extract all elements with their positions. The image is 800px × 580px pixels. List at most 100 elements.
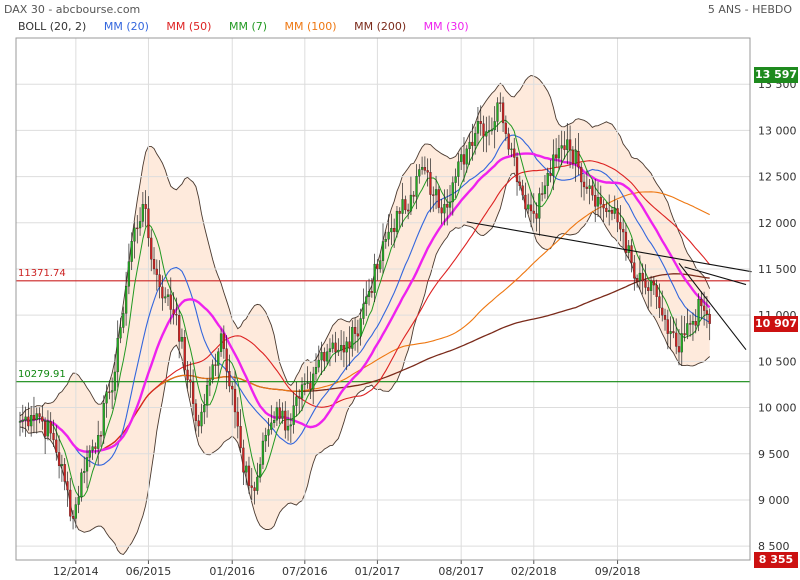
candle-body [83, 471, 86, 473]
candle-body [418, 169, 421, 177]
candle-body [222, 333, 225, 349]
badge-high-value: 13 597 [754, 67, 798, 84]
candle-body [136, 227, 139, 230]
candle-body [658, 296, 661, 309]
candle-body [331, 342, 334, 349]
candle-body [630, 245, 633, 263]
candle-body [702, 305, 706, 311]
candle-body [543, 185, 547, 195]
candle-body [501, 102, 505, 124]
candle-body [507, 133, 510, 150]
candle-body [443, 204, 446, 214]
y-tick-label: 11 500 [758, 263, 797, 276]
candle-body [88, 450, 91, 458]
candle-body [672, 331, 675, 334]
candle-body [323, 351, 326, 362]
moving-averages [19, 119, 711, 498]
candle-body [113, 371, 117, 391]
badge-low-value: 8 355 [754, 551, 798, 568]
candle-body [390, 227, 393, 233]
candle-body [541, 193, 544, 195]
candle-body [186, 369, 189, 380]
candle-body [504, 122, 507, 134]
candle-body [641, 272, 644, 282]
candle-body [407, 209, 410, 212]
candle-body [376, 263, 379, 270]
candle-body [57, 452, 61, 467]
candle-body [183, 337, 186, 371]
candle-body [510, 148, 513, 151]
candle-body [144, 204, 147, 209]
candle-body [211, 364, 214, 380]
candle-body [44, 421, 47, 437]
x-tick-label: 08/2017 [438, 565, 484, 578]
x-tick-label: 01/2017 [355, 565, 401, 578]
candle-body [605, 207, 608, 213]
candle-body [482, 123, 485, 137]
candle-body [686, 323, 689, 336]
candle-body [35, 413, 38, 421]
x-tick-label: 06/2015 [126, 565, 172, 578]
candle-body [298, 396, 301, 399]
candle-body [122, 313, 125, 328]
candle-body [560, 145, 563, 149]
candle-body [708, 314, 711, 324]
candle-body [317, 359, 320, 368]
candle-body [242, 447, 245, 473]
candle-body [496, 102, 499, 122]
candle-body [150, 237, 153, 260]
candle-body [203, 405, 206, 413]
grid [16, 38, 750, 560]
candle-body [130, 241, 133, 262]
candle-body [675, 332, 678, 347]
candle-body [454, 176, 457, 183]
candle-body [219, 333, 223, 352]
candle-body [415, 176, 418, 197]
candle-body [169, 294, 172, 310]
candles [18, 92, 711, 530]
candle-body [401, 199, 404, 214]
candle-body [326, 351, 329, 362]
candle-body [552, 154, 555, 177]
candle-body [471, 141, 474, 146]
candle-body [99, 435, 103, 437]
candle-body [161, 286, 164, 299]
candle-body [272, 420, 276, 424]
candle-body [208, 379, 212, 386]
candle-body [465, 148, 468, 165]
candle-body [256, 476, 259, 491]
candle-body [133, 227, 136, 242]
candle-body [666, 319, 669, 334]
resistance-level-label: 11371.74 [18, 267, 66, 279]
candle-body [164, 296, 167, 299]
candle-body [356, 333, 359, 337]
candle-body [485, 131, 488, 137]
candle-body [652, 280, 655, 286]
candle-body [566, 139, 569, 150]
candle-body [580, 167, 583, 183]
candle-body [85, 457, 89, 472]
candle-body [661, 307, 664, 316]
candle-body [691, 321, 695, 325]
candle-body [468, 141, 471, 150]
candle-body [250, 485, 253, 488]
candle-body [194, 403, 198, 421]
candle-body [328, 348, 332, 352]
candle-body [141, 204, 144, 222]
candle-body [281, 410, 284, 419]
candle-body [345, 341, 348, 353]
candle-body [700, 299, 703, 307]
candle-body [571, 149, 575, 164]
candle-body [60, 464, 64, 467]
badge-last-value: 10 907 [754, 315, 798, 332]
candle-body [446, 204, 449, 208]
candle-body [663, 315, 667, 320]
candle-body [490, 129, 494, 132]
candle-body [267, 429, 270, 436]
candle-body [127, 261, 131, 287]
candle-body [24, 416, 27, 421]
candle-body [527, 204, 530, 210]
candle-body [457, 161, 460, 177]
candle-body [608, 210, 611, 213]
legend-mm7: MM (7) [228, 20, 268, 33]
